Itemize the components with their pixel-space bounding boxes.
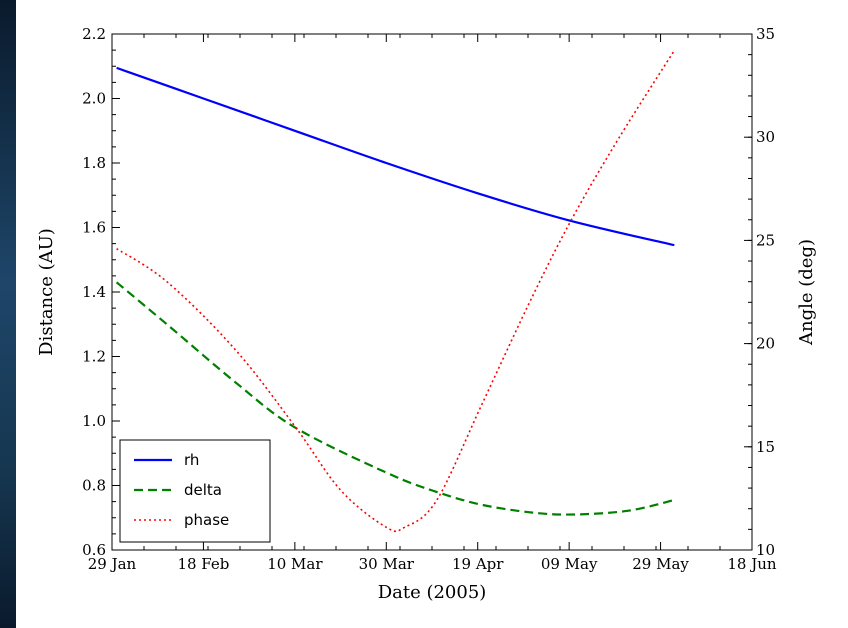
legend-label-rh: rh (184, 451, 199, 469)
y2-tick-label: 20 (756, 335, 775, 353)
y-axis-title: Distance (AU) (36, 228, 57, 356)
y-tick-label: 2.2 (82, 25, 106, 43)
y-tick-label: 1.0 (82, 412, 106, 430)
legend-label-phase: phase (184, 511, 229, 529)
x-tick-label: 09 May (541, 555, 598, 573)
y2-tick-label: 15 (756, 438, 775, 456)
y2-tick-label: 30 (756, 128, 775, 146)
series-line-delta (115, 281, 675, 516)
y-tick-label: 0.8 (82, 477, 106, 495)
y-tick-label: 2.0 (82, 90, 106, 108)
y-tick-label: 1.4 (82, 283, 106, 301)
y2-tick-label: 25 (756, 231, 775, 249)
legend: rh delta phase (119, 439, 271, 543)
series-line-phase (116, 50, 675, 533)
y-tick-label: 1.2 (82, 348, 106, 366)
chart-svg: 29 Jan 18 Feb 10 Mar 30 Mar 19 Apr 09 May 29 M… (36, 25, 817, 603)
x-tick-label: 29 May (632, 555, 689, 573)
x-tick-label: 19 Apr (452, 555, 504, 573)
legend-label-delta: delta (184, 481, 222, 499)
x-tick-label: 10 Mar (267, 555, 323, 573)
y2-tick-labels: 10 15 20 25 30 35 (756, 25, 775, 559)
series-line-rh (116, 66, 675, 247)
left-background-strip (0, 0, 16, 628)
y2-tick-label: 35 (756, 25, 775, 43)
x-tick-label: 29 Jan (88, 555, 137, 573)
y-tick-labels: 0.6 0.8 1.0 1.2 1.4 1.6 1.8 2.0 2.2 (82, 25, 106, 559)
axis-ticks (111, 33, 753, 551)
x-axis-title: Date (2005) (378, 582, 487, 603)
series-lines (115, 50, 675, 533)
y-tick-label: 1.8 (82, 154, 106, 172)
x-tick-label: 18 Feb (177, 555, 229, 573)
y2-tick-label: 10 (756, 541, 775, 559)
y2-axis-title: Angle (deg) (796, 239, 817, 346)
y-tick-label: 1.6 (82, 219, 106, 237)
x-tick-label: 18 Jun (727, 555, 777, 573)
y-tick-label: 0.6 (82, 541, 106, 559)
chart-canvas: 29 Jan 18 Feb 10 Mar 30 Mar 19 Apr 09 May 29 M… (16, 0, 848, 628)
x-tick-labels: 29 Jan 18 Feb 10 Mar 30 Mar 19 Apr 09 May 29 M… (88, 555, 777, 573)
legend-box (119, 439, 271, 543)
x-tick-label: 30 Mar (359, 555, 415, 573)
